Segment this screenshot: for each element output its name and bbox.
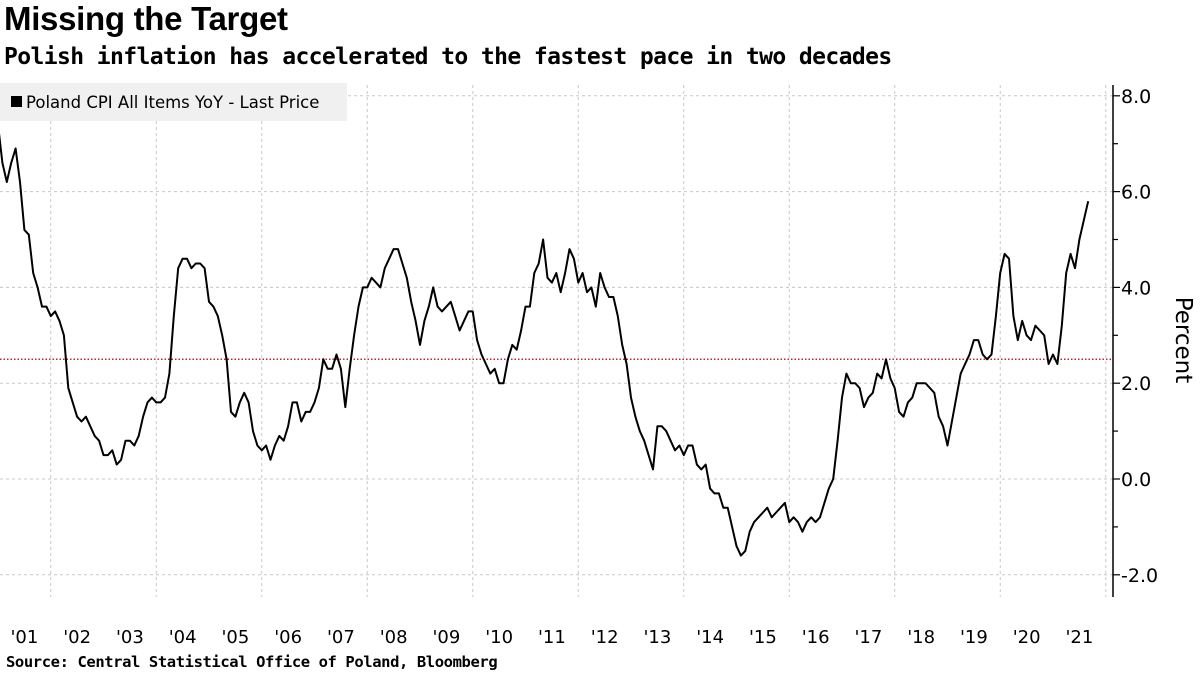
series-line-poland-cpi bbox=[0, 133, 1090, 557]
legend: Poland CPI All Items YoY - Last Price bbox=[0, 83, 347, 121]
x-tick-label: '05 bbox=[221, 627, 249, 648]
x-tick-label: '03 bbox=[116, 627, 144, 648]
legend-background bbox=[0, 83, 347, 121]
legend-label: Poland CPI All Items YoY - Last Price bbox=[26, 93, 319, 112]
x-tick-label: '06 bbox=[274, 627, 302, 648]
chart-title: Missing the Target bbox=[4, 0, 288, 37]
y-tick-label: 0.0 bbox=[1121, 469, 1151, 491]
source-note: Source: Central Statistical Office of Po… bbox=[6, 653, 498, 671]
gridlines bbox=[0, 85, 1113, 597]
x-tick-label: '11 bbox=[538, 627, 566, 648]
y-tick-label: 8.0 bbox=[1121, 86, 1151, 108]
x-tick-label: '14 bbox=[696, 627, 724, 648]
x-tick-label: '13 bbox=[643, 627, 671, 648]
y-tick-label: 6.0 bbox=[1121, 182, 1151, 204]
chart-subtitle: Polish inflation has accelerated to the … bbox=[4, 44, 892, 70]
x-tick-label: '15 bbox=[749, 627, 777, 648]
x-tick-label: '09 bbox=[432, 627, 460, 648]
x-tick-label: '17 bbox=[854, 627, 882, 648]
x-tick-label: '04 bbox=[169, 627, 197, 648]
x-tick-label: '16 bbox=[802, 627, 830, 648]
x-tick-label: '02 bbox=[63, 627, 91, 648]
y-tick-label: 4.0 bbox=[1121, 277, 1151, 299]
x-tick-label: '07 bbox=[327, 627, 355, 648]
x-tick-label: '10 bbox=[485, 627, 513, 648]
x-tick-label: '21 bbox=[1065, 627, 1093, 648]
y-tick-label: 2.0 bbox=[1121, 373, 1151, 395]
x-axis-labels: '01 '02 '03 '04 '05 '06 '07 '08 '09 '10 '11 '12 '13 '… bbox=[10, 627, 1093, 648]
x-tick-label: '19 bbox=[960, 627, 988, 648]
x-tick-label: '12 bbox=[591, 627, 619, 648]
x-tick-label: '18 bbox=[907, 627, 935, 648]
legend-swatch bbox=[11, 96, 22, 107]
x-tick-label: '08 bbox=[380, 627, 408, 648]
y-tick-label: -2.0 bbox=[1121, 565, 1158, 587]
y-axis: 8.0 6.0 4.0 2.0 0.0 -2.0 bbox=[1112, 85, 1158, 597]
y-axis-label: Percent bbox=[1170, 297, 1196, 384]
x-tick-label: '20 bbox=[1013, 627, 1041, 648]
x-tick-label: '01 bbox=[10, 627, 38, 648]
